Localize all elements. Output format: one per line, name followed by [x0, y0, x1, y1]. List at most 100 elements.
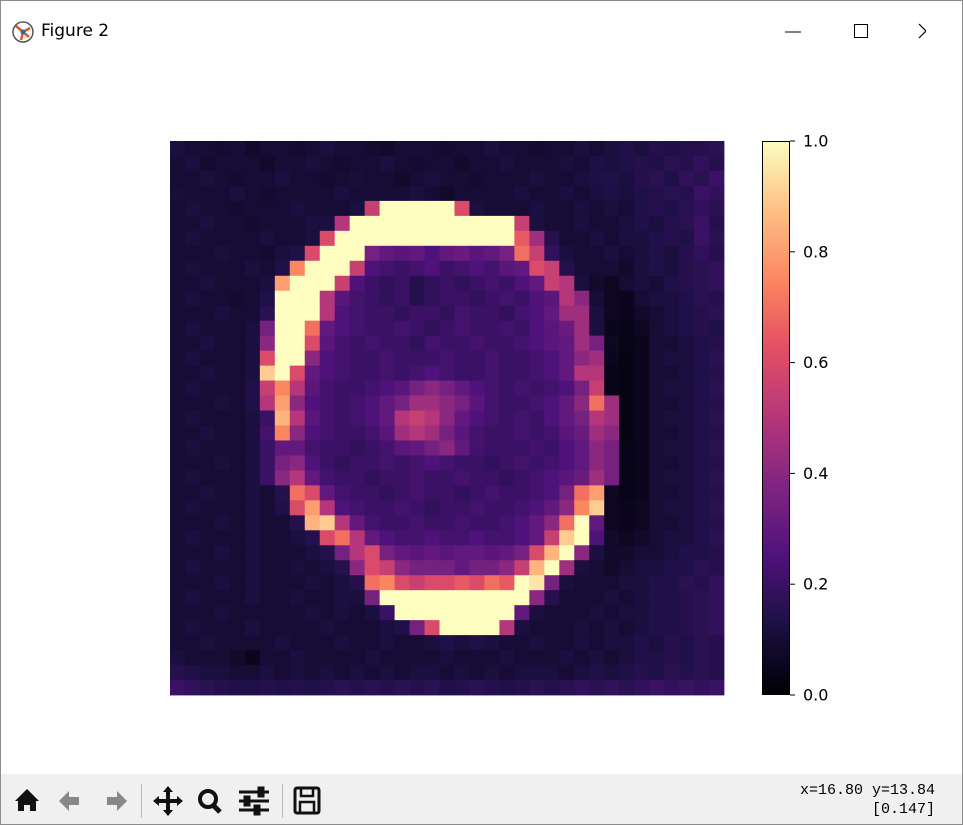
- heatmap-cell: [619, 485, 635, 501]
- heatmap-cell: [289, 200, 306, 217]
- heatmap-cell: [709, 680, 725, 696]
- heatmap-cell: [259, 545, 276, 561]
- heatmap-cell: [604, 545, 620, 561]
- heatmap-cell: [649, 560, 665, 576]
- heatmap-cell: [634, 320, 650, 337]
- heatmap-cell: [379, 485, 395, 501]
- heatmap-cell: [229, 665, 246, 681]
- heatmap-cell: [484, 290, 500, 307]
- heatmap-cell: [304, 605, 321, 621]
- heatmap-cell: [589, 170, 605, 187]
- heatmap-cell: [589, 155, 605, 172]
- forward-button[interactable]: [107, 791, 127, 811]
- heatmap-cell: [499, 380, 515, 396]
- heatmap-cell: [574, 395, 590, 411]
- heatmap-cell: [289, 455, 306, 471]
- back-button[interactable]: [59, 791, 79, 811]
- heatmap-cell: [649, 200, 665, 217]
- heatmap-cell: [364, 335, 381, 352]
- heatmap-cell: [454, 260, 470, 277]
- heatmap-cell: [304, 215, 321, 232]
- maximize-button[interactable]: [854, 24, 868, 38]
- heatmap-cell: [634, 141, 650, 157]
- heatmap-cell: [244, 665, 261, 681]
- heatmap-cell: [589, 515, 605, 531]
- heatmap-cell: [709, 335, 725, 352]
- heatmap-cell: [664, 620, 680, 636]
- heatmap-cell: [289, 485, 306, 501]
- heatmap-cell: [469, 410, 485, 426]
- heatmap-cell: [454, 215, 470, 232]
- heatmap-cell: [619, 440, 635, 456]
- heatmap-cell: [170, 245, 186, 262]
- heatmap-cell: [499, 200, 515, 217]
- zoom-button[interactable]: [198, 789, 222, 814]
- status-coords: x=16.80 y=13.84: [799, 782, 935, 799]
- pan-button[interactable]: [153, 786, 183, 816]
- heatmap-cell: [514, 395, 530, 411]
- heatmap-cell: [619, 335, 635, 352]
- heatmap-cell: [334, 155, 351, 172]
- heatmap-cell: [289, 275, 306, 292]
- heatmap-cell: [574, 620, 590, 636]
- heatmap-cell: [679, 380, 695, 396]
- heatmap-cell: [439, 470, 455, 486]
- heatmap-cell: [334, 680, 351, 696]
- heatmap-cell: [304, 200, 321, 217]
- heatmap-cell: [649, 170, 665, 187]
- heatmap-cell: [439, 380, 455, 396]
- heatmap-cell: [424, 155, 440, 172]
- heatmap-cell: [529, 650, 545, 666]
- heatmap-cell: [424, 230, 440, 247]
- heatmap-cell: [619, 635, 635, 651]
- heatmap-cell: [544, 635, 560, 651]
- heatmap-cell: [259, 335, 276, 352]
- heatmap-cell: [244, 395, 261, 411]
- heatmap-cell: [379, 260, 395, 277]
- heatmap-cell: [529, 260, 545, 277]
- heatmap-cell: [469, 305, 485, 322]
- heatmap-cell: [559, 305, 575, 322]
- heatmap-cell: [334, 320, 351, 337]
- heatmap-cell: [499, 560, 515, 576]
- close-button[interactable]: [918, 23, 926, 39]
- heatmap-cell: [619, 260, 635, 277]
- heatmap-cell: [529, 500, 545, 516]
- heatmap-cell: [409, 365, 425, 381]
- heatmap-cell: [349, 500, 366, 516]
- heatmap-cell: [484, 185, 500, 202]
- heatmap-cell: [664, 290, 680, 307]
- heatmap-cell: [289, 575, 306, 591]
- heatmap-cell: [319, 395, 336, 411]
- heatmap-cell: [544, 395, 560, 411]
- heatmap-cell: [199, 560, 216, 576]
- heatmap-cell: [484, 305, 500, 322]
- heatmap-cell: [499, 530, 515, 546]
- heatmap-cell: [170, 380, 186, 396]
- heatmap-cell: [184, 275, 201, 292]
- heatmap-cell: [304, 575, 321, 591]
- heatmap-cell: [439, 275, 455, 292]
- heatmap-cell: [589, 650, 605, 666]
- heatmap-cell: [214, 141, 231, 157]
- heatmap-cell: [364, 605, 381, 621]
- heatmap-cell: [304, 275, 321, 292]
- heatmap-cell: [529, 590, 545, 606]
- heatmap-cell: [514, 365, 530, 381]
- heatmap-cell: [229, 545, 246, 561]
- heatmap-cell: [514, 260, 530, 277]
- save-button[interactable]: [293, 786, 321, 815]
- heatmap-cell: [649, 350, 665, 366]
- configure-button[interactable]: [239, 786, 269, 816]
- heatmap-cell: [379, 500, 395, 516]
- heatmap-cell: [439, 440, 455, 456]
- home-button[interactable]: [15, 789, 39, 811]
- heatmap-cell: [454, 455, 470, 471]
- heatmap-cell: [244, 425, 261, 441]
- heatmap-cell: [259, 230, 276, 247]
- heatmap-cell: [304, 305, 321, 322]
- heatmap-cell: [679, 290, 695, 307]
- heatmap-cell: [469, 455, 485, 471]
- heatmap-cell: [634, 455, 650, 471]
- heatmap-cell: [484, 605, 500, 621]
